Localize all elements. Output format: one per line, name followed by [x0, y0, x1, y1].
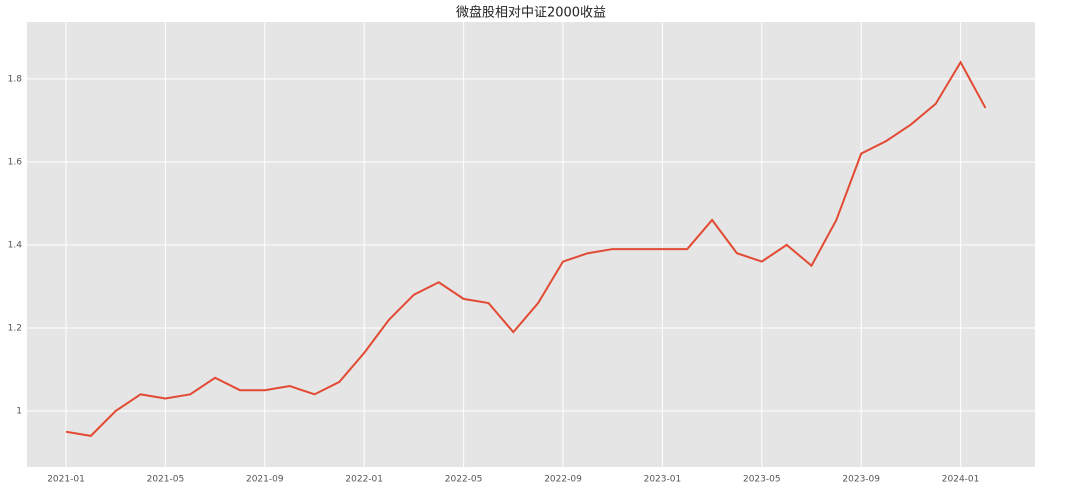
y-tick-label: 1.6 [8, 157, 23, 167]
x-tick-label: 2022-01 [345, 475, 383, 485]
x-tick-label: 2021-01 [47, 475, 85, 485]
x-tick-label: 2023-05 [743, 475, 781, 485]
x-tick-label: 2023-09 [842, 475, 880, 485]
chart-title: 微盘股相对中证2000收益 [456, 5, 606, 21]
y-tick-label: 1.8 [8, 74, 23, 84]
y-tick-label: 1.2 [8, 323, 22, 333]
x-tick-label: 2024-01 [942, 475, 980, 485]
y-tick-label: 1 [16, 406, 22, 416]
x-tick-label: 2022-05 [445, 475, 483, 485]
x-tick-label: 2021-05 [147, 475, 185, 485]
x-tick-label: 2021-09 [246, 475, 284, 485]
y-tick-label: 1.4 [8, 240, 23, 250]
x-tick-label: 2022-09 [544, 475, 582, 485]
data-line [65, 60, 987, 437]
x-tick-label: 2023-01 [644, 475, 682, 485]
